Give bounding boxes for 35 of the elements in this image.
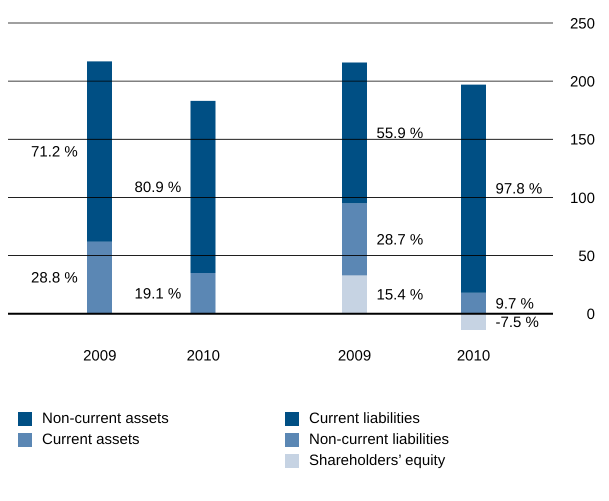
x-tick-label: 2009 (338, 348, 372, 365)
bar (461, 314, 486, 330)
bar (190, 273, 216, 314)
annotation: 55.9 % (376, 124, 424, 142)
annotation: -7.5 % (496, 314, 539, 331)
y-tick-label: 100 (570, 190, 595, 207)
y-tick-label: 150 (570, 132, 595, 149)
annotation: 80.9 % (134, 178, 182, 196)
annotation: 19.1 % (134, 285, 182, 302)
annotation: 15.4 % (376, 286, 424, 304)
bar (342, 62, 367, 204)
bar (190, 100, 216, 274)
y-tick-label: 0 (586, 306, 595, 324)
y-tick-label: 50 (578, 248, 595, 265)
legend-label: Shareholders’ equity (309, 452, 446, 469)
bar (342, 203, 367, 276)
y-tick-label: 200 (570, 73, 595, 90)
annotation: 28.8 % (31, 270, 78, 287)
legend-label: Current liabilities (309, 410, 420, 427)
bar (461, 292, 486, 314)
bar (342, 275, 367, 314)
legend-label: Non-current liabilities (309, 431, 450, 448)
annotation: 28.7 % (376, 231, 424, 248)
annotation: 71.2 % (31, 144, 78, 160)
x-tick-label: 2009 (83, 348, 116, 365)
bar (87, 242, 112, 314)
x-tick-label: 2010 (186, 348, 220, 365)
legend-label: Current assets (42, 431, 140, 448)
y-tick-label: 250 (570, 15, 595, 32)
x-tick-label: 2010 (456, 348, 490, 365)
annotation: 97.8 % (496, 180, 542, 198)
bar (87, 61, 112, 242)
bar (461, 84, 486, 293)
annotation: 9.7 % (496, 295, 534, 312)
legend-label: Non-current assets (42, 410, 169, 427)
